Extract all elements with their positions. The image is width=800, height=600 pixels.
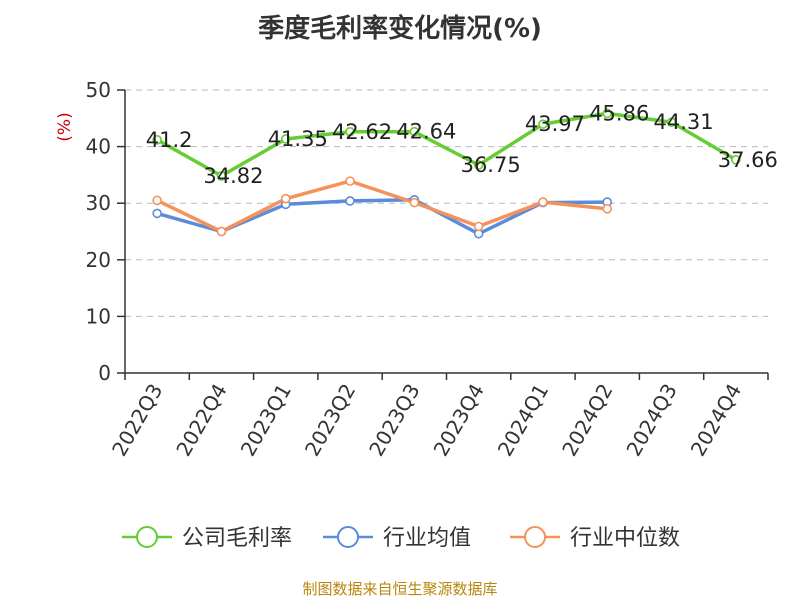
data-point xyxy=(409,197,420,208)
data-source-note: 制图数据来自恒生聚源数据库 xyxy=(302,580,498,598)
series-line xyxy=(156,179,608,234)
x-tick-label: 2023Q2 xyxy=(300,380,360,461)
data-point xyxy=(602,108,613,119)
series-line xyxy=(156,111,737,178)
data-point xyxy=(280,134,291,144)
data-label: 41.2 xyxy=(146,128,193,152)
data-point xyxy=(473,160,484,170)
data-point xyxy=(345,176,355,186)
data-point xyxy=(666,117,677,128)
legend-marker xyxy=(524,526,546,548)
x-tick-label: 2024Q4 xyxy=(686,380,746,461)
data-label: 41.35 xyxy=(268,127,328,151)
data-point xyxy=(409,126,420,137)
axes xyxy=(117,89,769,380)
data-point xyxy=(345,126,355,137)
x-tick-label: 2022Q3 xyxy=(107,380,167,461)
x-tick-label: 2023Q3 xyxy=(364,380,424,461)
data-point xyxy=(602,204,613,214)
x-tick-label: 2023Q4 xyxy=(429,380,489,461)
data-point xyxy=(280,193,291,204)
y-tick-label: 30 xyxy=(86,191,111,215)
legend-marker xyxy=(337,526,359,548)
y-axis-unit: (%) xyxy=(55,112,75,141)
legend-label: 行业中位数 xyxy=(570,526,680,551)
data-point xyxy=(538,197,548,207)
y-tick-label: 20 xyxy=(86,248,111,272)
data-label: 42.62 xyxy=(332,120,392,144)
data-label: 42.64 xyxy=(396,120,456,144)
legend-marker xyxy=(136,526,158,548)
x-tick-labels: 2022Q3 2022Q4 2023Q1 2023Q2 2023Q3 2023Q4 2024… xyxy=(107,380,746,461)
legend: 公司毛利率 行业均值 行业中位数 xyxy=(122,526,680,551)
data-point xyxy=(731,155,741,165)
y-tick-label: 40 xyxy=(86,135,111,159)
y-tick-label: 50 xyxy=(86,78,111,102)
y-tick-labels: 0 10 20 30 40 50 xyxy=(86,78,111,385)
data-label: 37.66 xyxy=(718,148,778,172)
y-tick-label: 10 xyxy=(86,304,111,328)
y-tick-label: 0 xyxy=(98,361,111,385)
data-label: 45.86 xyxy=(589,101,649,125)
series-lines xyxy=(152,108,741,239)
x-tick-label: 2024Q1 xyxy=(493,380,553,461)
data-point xyxy=(152,135,162,145)
x-tick-label: 2022Q4 xyxy=(171,380,231,461)
data-label: 36.75 xyxy=(461,153,521,177)
chart-title: 季度毛利率变化情况(%) xyxy=(258,14,542,44)
data-point xyxy=(216,171,227,181)
x-tick-label: 2023Q1 xyxy=(236,380,296,461)
legend-label: 公司毛利率 xyxy=(182,526,292,551)
data-point xyxy=(152,195,162,206)
x-tick-label: 2024Q2 xyxy=(557,380,617,461)
data-point xyxy=(538,119,548,129)
data-point xyxy=(216,226,227,237)
data-point xyxy=(152,208,162,219)
data-label: 44.31 xyxy=(653,110,713,134)
data-label: 43.97 xyxy=(525,112,585,136)
data-point xyxy=(345,196,355,206)
data-label: 34.82 xyxy=(203,164,263,188)
data-point xyxy=(473,221,484,232)
legend-label: 行业均值 xyxy=(383,526,471,551)
x-tick-label: 2024Q3 xyxy=(621,380,681,461)
